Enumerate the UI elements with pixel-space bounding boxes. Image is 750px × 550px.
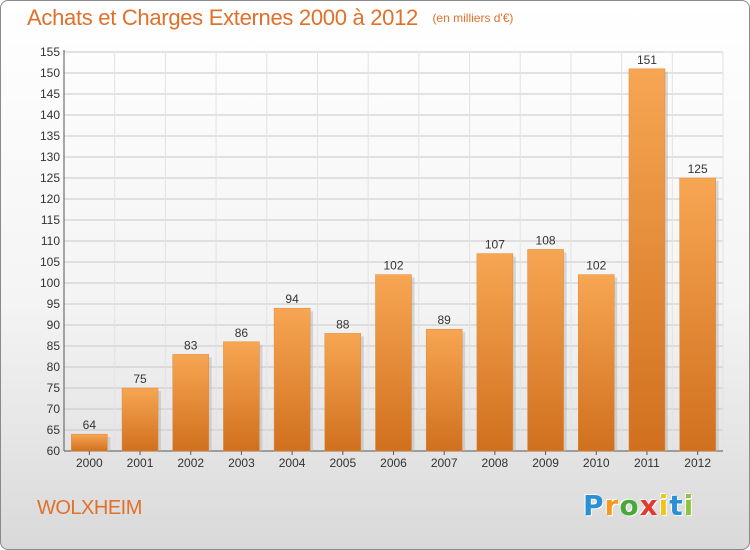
- brand-letter: P: [583, 489, 605, 522]
- x-tick-label: 2008: [482, 456, 509, 470]
- title-row: Achats et Charges Externes 2000 à 2012 (…: [27, 5, 513, 31]
- y-tick-label: 105: [40, 255, 60, 269]
- bar-value-label: 86: [235, 326, 249, 340]
- bar: [121, 387, 159, 452]
- bar: [71, 433, 108, 452]
- bar: [628, 68, 666, 452]
- bar-value-label: 151: [637, 53, 657, 67]
- brand-letter: t: [669, 489, 684, 522]
- bar-value-label: 94: [285, 292, 299, 306]
- x-tick-label: 2010: [583, 456, 610, 470]
- bar-value-label: 125: [688, 162, 708, 176]
- y-tick-label: 75: [47, 381, 61, 395]
- bar-value-label: 102: [586, 259, 606, 273]
- bar: [527, 249, 564, 452]
- bar: [223, 341, 260, 452]
- brand-letter: o: [619, 489, 640, 522]
- x-tick-label: 2012: [684, 456, 711, 470]
- bar-value-label: 75: [133, 372, 147, 386]
- y-tick-label: 115: [41, 213, 60, 227]
- x-tick-label: 2009: [532, 456, 559, 470]
- x-tick-label: 2007: [431, 456, 458, 470]
- y-tick-label: 100: [40, 276, 60, 290]
- y-tick-label: 85: [47, 339, 61, 353]
- y-tick-label: 125: [40, 171, 60, 185]
- bar: [425, 328, 463, 452]
- x-tick-label: 2004: [279, 456, 306, 470]
- y-tick-label: 140: [40, 108, 60, 122]
- x-tick-label: 2003: [228, 456, 255, 470]
- chart-title: Achats et Charges Externes 2000 à 2012: [27, 5, 418, 30]
- y-tick-label: 65: [47, 423, 61, 437]
- x-tick-label: 2006: [380, 456, 407, 470]
- y-tick-label: 95: [47, 297, 61, 311]
- brand-letter: x: [639, 489, 659, 522]
- bar-value-label: 89: [438, 313, 452, 327]
- bar: [324, 333, 362, 452]
- bar: [273, 307, 311, 452]
- x-tick-label: 2011: [634, 456, 660, 470]
- bars: [71, 68, 719, 452]
- x-tick-label: 2005: [329, 456, 356, 470]
- bar: [375, 274, 412, 452]
- y-tick-label: 150: [40, 66, 60, 80]
- bar-value-label: 107: [485, 238, 505, 252]
- value-labels: 64 75 83 86 94 88 102 89 107 108 102 151 125: [83, 53, 708, 432]
- chart-unit: (en milliers d'€): [432, 11, 514, 25]
- x-tick-label: 2002: [177, 456, 204, 470]
- x-tick-label: 2000: [76, 456, 103, 470]
- brand-letter: r: [604, 489, 620, 522]
- x-tick-label: 2001: [127, 456, 154, 470]
- brand-letter: i: [683, 489, 695, 522]
- bar: [578, 274, 615, 452]
- bar-value-label: 83: [184, 338, 198, 352]
- y-tick-label: 90: [47, 318, 61, 332]
- bar: [476, 253, 514, 452]
- brand-letter: i: [658, 489, 670, 522]
- y-tick-label: 120: [40, 192, 60, 206]
- y-tick-label: 110: [41, 234, 60, 248]
- y-tick-label: 80: [47, 360, 61, 374]
- y-tick-label: 60: [47, 444, 61, 458]
- bar-value-label: 108: [536, 233, 556, 247]
- y-tick-label: 130: [40, 150, 60, 164]
- bar-value-label: 64: [83, 418, 97, 432]
- bar-value-label: 88: [336, 317, 350, 331]
- proxiti-logo: Proxiti: [583, 489, 694, 522]
- y-tick-label: 135: [40, 129, 60, 143]
- bar-value-label: 102: [383, 259, 403, 273]
- bar: [679, 177, 716, 452]
- commune-name: WOLXHEIM: [37, 497, 142, 519]
- bar: [172, 354, 209, 452]
- y-tick-label: 145: [40, 87, 60, 101]
- y-tick-label: 70: [47, 402, 61, 416]
- y-tick-label: 155: [40, 45, 60, 59]
